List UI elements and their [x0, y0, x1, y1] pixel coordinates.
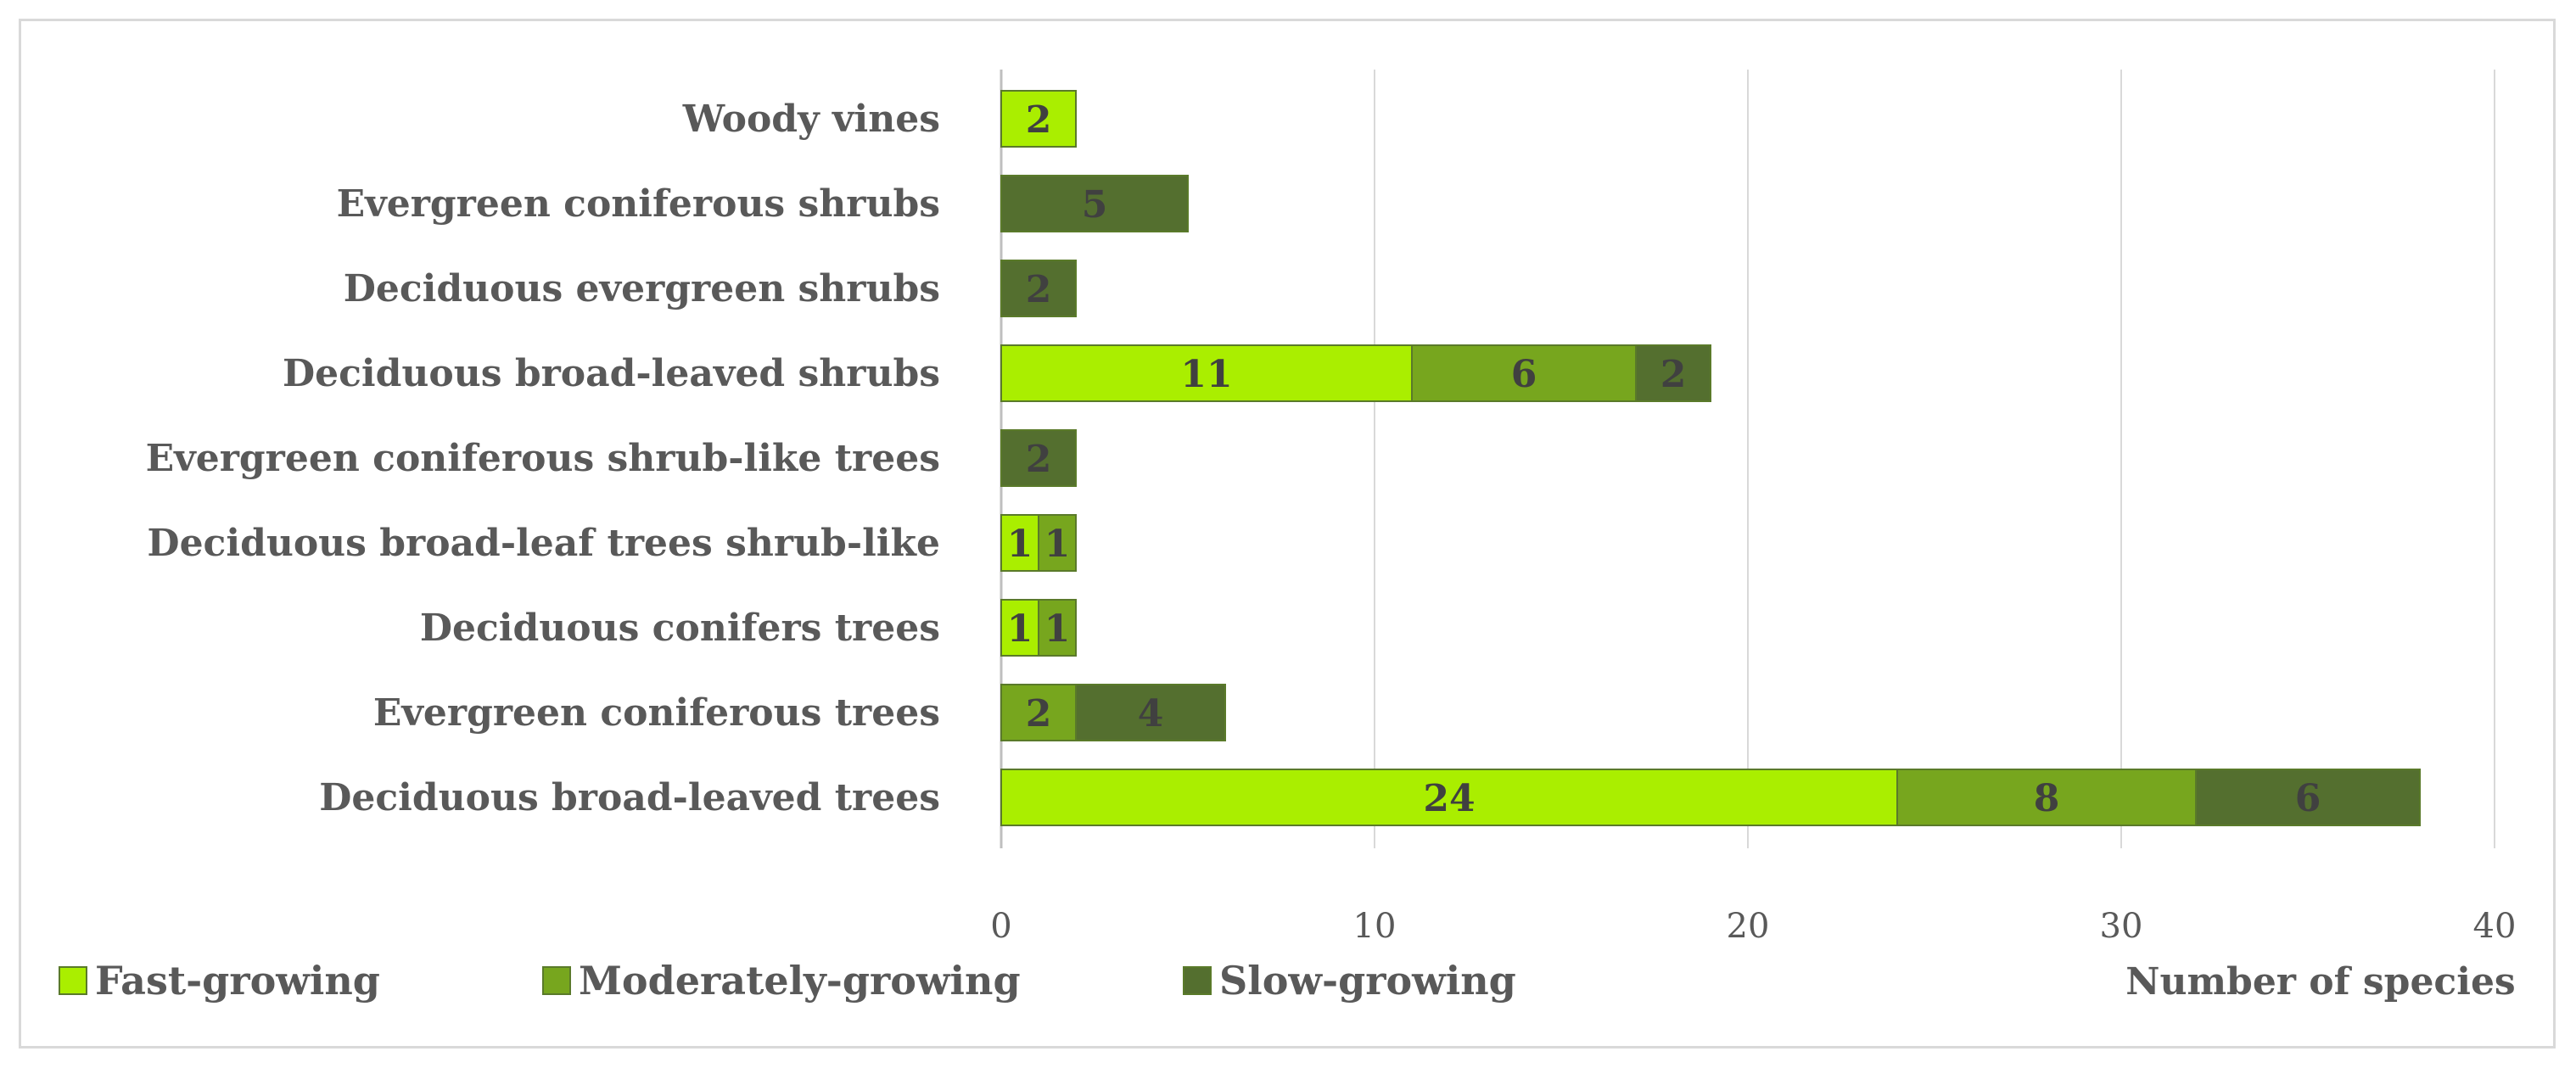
category-label: Deciduous broad-leaved trees — [319, 776, 940, 819]
category-label: Deciduous broad-leaf trees shrub-like — [147, 522, 940, 565]
bar-segment — [1000, 344, 1413, 402]
x-tick-label-40: 40 — [2473, 907, 2517, 946]
bar-segment — [1635, 344, 1711, 402]
data-label: 6 — [2295, 777, 2321, 820]
bar-segment — [1000, 514, 1039, 572]
data-label: 6 — [1511, 353, 1537, 396]
category-labels: Woody vines Evergreen coniferous shrubs De… — [146, 98, 940, 819]
data-label: 1 — [1007, 607, 1033, 651]
legend: Fast-growing Moderately-growing Slow-growi… — [59, 958, 1516, 1004]
bar-segment — [1000, 684, 1077, 741]
bar-segment — [1075, 684, 1226, 741]
bar-segment — [1038, 599, 1077, 657]
data-label: 1 — [1044, 607, 1071, 651]
x-tick-label-20: 20 — [1727, 907, 1770, 946]
x-axis-title: Number of species — [2125, 960, 2515, 1004]
bar-segment — [1000, 175, 1189, 232]
data-label: 11 — [1180, 353, 1232, 396]
data-label: 2 — [1660, 353, 1687, 396]
x-tick-labels: 0 10 20 30 40 — [990, 907, 2516, 946]
legend-swatch — [1183, 966, 1212, 995]
bar-segment — [1038, 514, 1077, 572]
category-label: Evergreen coniferous trees — [373, 691, 940, 735]
bar-segment — [1000, 599, 1039, 657]
data-label: 8 — [2034, 777, 2060, 820]
bar-segment — [1000, 429, 1077, 487]
legend-label: Slow-growing — [1219, 958, 1516, 1004]
data-label: 2 — [1026, 692, 1052, 735]
legend-label: Fast-growing — [95, 958, 380, 1004]
chart-frame — [19, 19, 2556, 1048]
data-label: 2 — [1026, 438, 1052, 481]
bar-segment — [1000, 260, 1077, 317]
category-label: Deciduous evergreen shrubs — [344, 267, 940, 310]
legend-swatch — [542, 966, 571, 995]
category-label: Deciduous broad-leaved shrubs — [283, 352, 940, 395]
data-label: 1 — [1007, 523, 1033, 566]
x-tick-label-0: 0 — [990, 907, 1011, 946]
legend-swatch — [59, 966, 87, 995]
data-label: 24 — [1423, 777, 1475, 820]
x-tick-label-30: 30 — [2100, 907, 2143, 946]
legend-label: Moderately-growing — [579, 958, 1021, 1004]
data-label: 1 — [1044, 523, 1071, 566]
bar-segment — [2195, 769, 2421, 826]
category-label: Evergreen coniferous shrub-like trees — [146, 437, 940, 480]
category-label: Woody vines — [682, 98, 940, 141]
data-label: 2 — [1026, 268, 1052, 311]
category-label: Deciduous conifers trees — [420, 607, 940, 650]
bar-segment — [1000, 90, 1077, 148]
x-tick-label-10: 10 — [1353, 907, 1397, 946]
data-label: 2 — [1026, 98, 1052, 142]
bars — [1000, 90, 2421, 826]
category-label: Evergreen coniferous shrubs — [337, 182, 940, 226]
bar-segment — [1000, 769, 1898, 826]
data-label: 5 — [1082, 183, 1108, 226]
bar-segment — [1896, 769, 2197, 826]
data-label: 4 — [1138, 692, 1164, 735]
